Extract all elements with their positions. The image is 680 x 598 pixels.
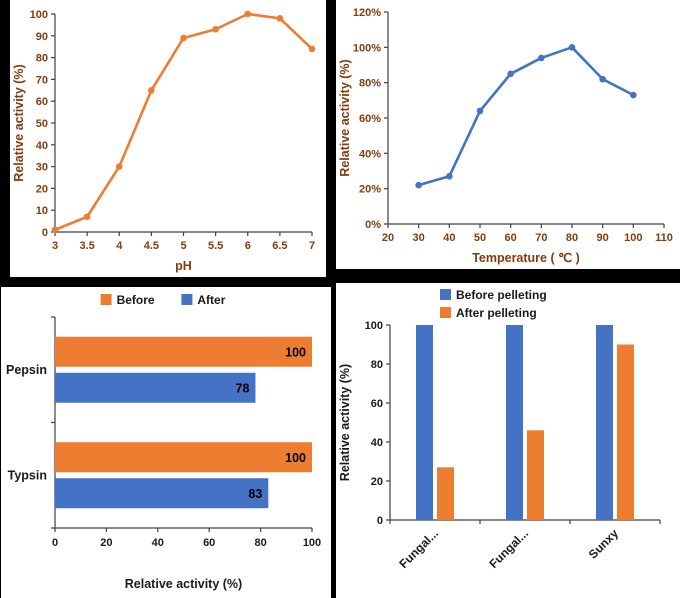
svg-text:Fungal...: Fungal... (396, 526, 441, 571)
svg-text:Before pelleting: Before pelleting (456, 288, 547, 302)
svg-text:After pelleting: After pelleting (456, 306, 537, 320)
svg-text:3: 3 (52, 240, 58, 252)
svg-text:Temperature ( ℃ ): Temperature ( ℃ ) (472, 251, 580, 265)
ph-activity-chart-panel: 0 10 20 30 40 50 60 70 80 90 100 3 3.5 4 4.5 5 5.5 6 6.5 7 p… (10, 0, 326, 277)
svg-text:100: 100 (365, 320, 383, 332)
svg-text:Fungal...: Fungal... (486, 526, 531, 571)
svg-text:40%: 40% (359, 148, 381, 160)
svg-text:60: 60 (371, 398, 383, 410)
svg-text:40: 40 (443, 232, 455, 244)
temperature-activity-chart-panel: 0% 20% 40% 60% 80% 100% 120% 20 30 40 50 60 70 80 90 10… (336, 0, 680, 269)
svg-text:40: 40 (36, 140, 48, 152)
ph-activity-line-chart: 0 10 20 30 40 50 60 70 80 90 100 3 3.5 4 4.5 5 5.5 6 6.5 7 p… (12, 9, 316, 273)
svg-text:30: 30 (36, 162, 48, 174)
svg-text:60: 60 (203, 537, 215, 549)
svg-text:40: 40 (152, 537, 164, 549)
svg-text:Relative activity (%): Relative activity (%) (338, 364, 352, 481)
svg-text:Before: Before (117, 293, 155, 307)
svg-text:20: 20 (371, 476, 383, 488)
svg-text:90: 90 (597, 232, 609, 244)
svg-text:0%: 0% (365, 219, 381, 231)
svg-text:60: 60 (36, 96, 48, 108)
svg-text:20: 20 (36, 183, 48, 195)
svg-text:5: 5 (180, 240, 186, 252)
svg-text:60: 60 (505, 232, 517, 244)
svg-text:Typsin: Typsin (8, 468, 47, 482)
svg-text:100: 100 (303, 537, 321, 549)
svg-text:0: 0 (377, 515, 383, 527)
svg-text:80: 80 (254, 537, 266, 549)
protease-stability-chart-panel: Before After 100 78 Pepsin 100 83 Typsin 0 20 40 60… (1, 287, 331, 598)
svg-text:70: 70 (36, 74, 48, 86)
svg-text:4.5: 4.5 (144, 240, 159, 252)
svg-text:70: 70 (535, 232, 547, 244)
svg-text:Relative activity (%): Relative activity (%) (12, 64, 26, 181)
svg-text:80: 80 (566, 232, 578, 244)
svg-text:30: 30 (413, 232, 425, 244)
svg-text:100: 100 (285, 451, 306, 465)
svg-text:90: 90 (36, 31, 48, 43)
svg-text:110: 110 (655, 232, 673, 244)
svg-text:20: 20 (382, 232, 394, 244)
svg-text:20%: 20% (359, 184, 381, 196)
svg-text:100: 100 (285, 345, 306, 359)
pelleting-stability-bar-chart: Before pelleting After pelleting 0 20 40 60 80… (338, 288, 661, 571)
svg-text:After: After (197, 293, 225, 307)
svg-text:Pepsin: Pepsin (6, 363, 47, 377)
svg-text:4: 4 (116, 240, 123, 252)
svg-text:Relative activity (%): Relative activity (%) (125, 577, 242, 591)
svg-text:80: 80 (371, 359, 383, 371)
svg-text:10: 10 (36, 205, 48, 217)
svg-text:6.5: 6.5 (272, 240, 287, 252)
svg-text:120%: 120% (353, 7, 381, 19)
svg-text:pH: pH (175, 259, 192, 273)
svg-text:0: 0 (52, 537, 58, 549)
temperature-activity-line-chart: 0% 20% 40% 60% 80% 100% 120% 20 30 40 50 60 70 80 90 10… (338, 7, 673, 265)
svg-text:6: 6 (245, 240, 251, 252)
svg-text:20: 20 (100, 537, 112, 549)
svg-text:100: 100 (30, 9, 48, 21)
svg-text:Relative activity (%): Relative activity (%) (338, 59, 352, 176)
svg-text:100: 100 (624, 232, 642, 244)
svg-text:Sunxy: Sunxy (586, 526, 622, 562)
svg-text:5.5: 5.5 (208, 240, 223, 252)
svg-text:0: 0 (42, 227, 48, 239)
svg-text:50: 50 (36, 118, 48, 130)
svg-text:7: 7 (309, 240, 315, 252)
svg-text:50: 50 (474, 232, 486, 244)
svg-text:80: 80 (36, 53, 48, 65)
pelleting-stability-chart-panel: Before pelleting After pelleting 0 20 40 60 80… (336, 283, 680, 598)
svg-text:80%: 80% (359, 78, 381, 90)
svg-text:3.5: 3.5 (79, 240, 94, 252)
svg-text:40: 40 (371, 437, 383, 449)
svg-text:83: 83 (248, 487, 262, 501)
protease-stability-bar-chart: Before After 100 78 Pepsin 100 83 Typsin 0 20 40 60… (6, 293, 321, 591)
svg-text:78: 78 (236, 381, 250, 395)
svg-text:100%: 100% (353, 42, 381, 54)
svg-text:60%: 60% (359, 113, 381, 125)
